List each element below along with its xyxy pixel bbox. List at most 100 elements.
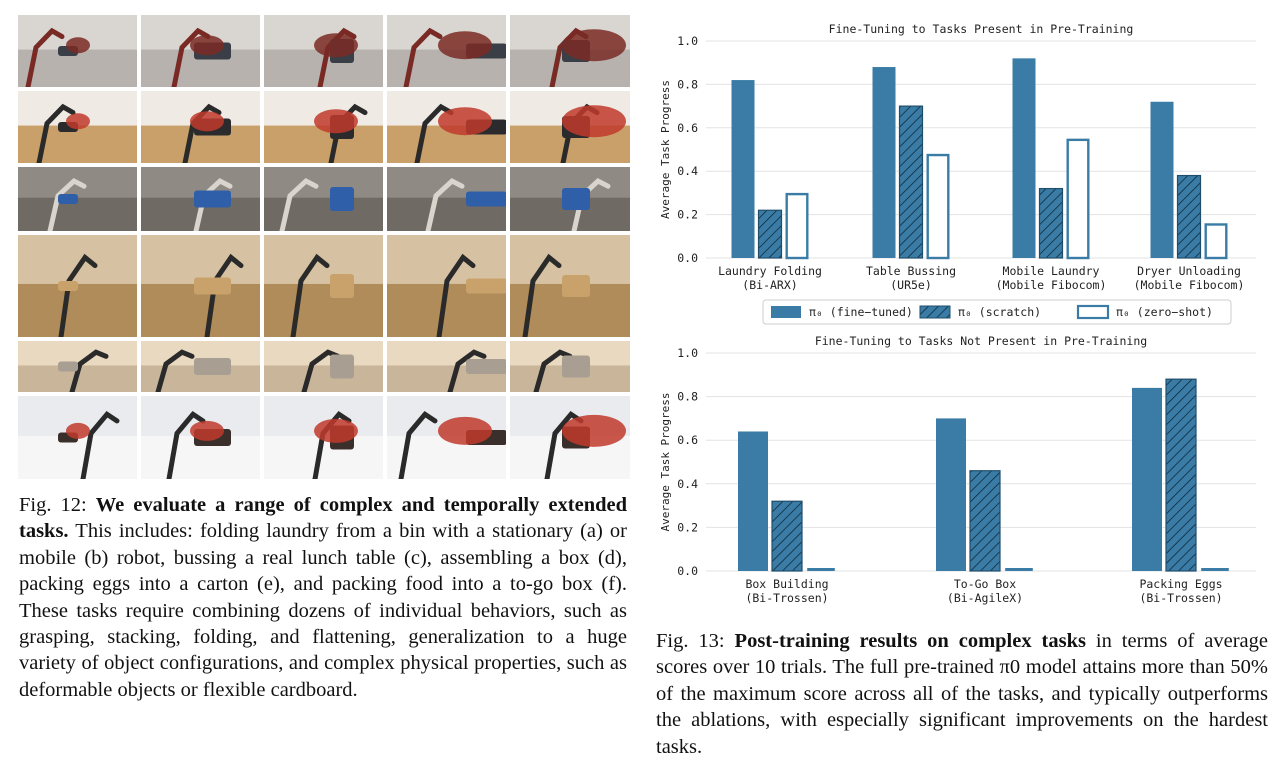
figure-12-caption: Fig. 12: We evaluate a range of complex … bbox=[19, 492, 627, 703]
fig12-body: This includes: folding laundry from a bi… bbox=[19, 520, 627, 701]
fig13-bold-lead: Post-training results on complex tasks bbox=[734, 630, 1086, 652]
bar bbox=[1005, 568, 1033, 571]
task-photo bbox=[18, 91, 137, 163]
bar bbox=[1204, 223, 1228, 260]
task-photo bbox=[141, 341, 260, 392]
y-tick-label: 0.0 bbox=[677, 564, 698, 578]
x-tick-label: Box Building bbox=[745, 577, 828, 591]
x-tick-label: (Bi-AgileX) bbox=[947, 591, 1023, 605]
task-photo bbox=[510, 396, 630, 479]
x-tick-label: (Bi-Trossen) bbox=[745, 591, 828, 605]
bar bbox=[1201, 568, 1229, 571]
y-tick-label: 1.0 bbox=[677, 346, 698, 360]
task-photo bbox=[387, 235, 506, 337]
task-photo bbox=[18, 235, 137, 337]
task-photo bbox=[510, 91, 630, 163]
task-photo bbox=[141, 396, 260, 479]
x-tick-label: Table Bussing bbox=[866, 264, 956, 278]
bar bbox=[1012, 58, 1036, 258]
fig12-label: Fig. 12: bbox=[19, 494, 87, 516]
y-tick-label: 0.2 bbox=[677, 520, 698, 534]
x-tick-label: Laundry Folding bbox=[718, 264, 822, 278]
task-photo bbox=[387, 15, 506, 87]
bar bbox=[936, 418, 966, 571]
chart-legend: π₀ (fine−tuned) π₀ (scratch) π₀ (zero−shot… bbox=[762, 299, 1232, 325]
x-tick-label: (UR5e) bbox=[890, 278, 932, 292]
task-photo bbox=[264, 341, 383, 392]
task-photo bbox=[510, 341, 630, 392]
task-photo-grid bbox=[18, 15, 630, 479]
task-photo bbox=[387, 341, 506, 392]
bar bbox=[1066, 138, 1090, 260]
y-tick-label: 0.0 bbox=[677, 251, 698, 265]
task-photo bbox=[141, 235, 260, 337]
bar bbox=[969, 470, 1001, 572]
task-photo bbox=[264, 396, 383, 479]
y-tick-label: 1.0 bbox=[677, 34, 698, 48]
y-tick-label: 0.4 bbox=[677, 164, 698, 178]
fig12-bold-lead: We evaluate a range of complex and tempo… bbox=[19, 494, 627, 543]
y-axis-label: Average Task Progress bbox=[659, 80, 672, 219]
task-photo bbox=[510, 15, 630, 87]
legend-swatch bbox=[771, 306, 801, 318]
x-tick-label: (Mobile Fibocom) bbox=[1134, 278, 1245, 292]
x-tick-label: Dryer Unloading bbox=[1137, 264, 1241, 278]
bar bbox=[1165, 378, 1197, 572]
legend-swatch bbox=[1076, 304, 1110, 320]
task-photo bbox=[18, 396, 137, 479]
legend-swatch bbox=[919, 305, 951, 319]
task-photo bbox=[18, 341, 137, 392]
legend-label: π₀ (fine−tuned) bbox=[809, 305, 913, 319]
bar bbox=[757, 209, 783, 259]
chart-title: Fine-Tuning to Tasks Present in Pre-Trai… bbox=[829, 22, 1134, 36]
bar bbox=[807, 568, 835, 571]
legend-label: π₀ (scratch) bbox=[958, 305, 1041, 319]
task-photo bbox=[264, 167, 383, 231]
y-tick-label: 0.4 bbox=[677, 477, 698, 491]
task-photo bbox=[387, 167, 506, 231]
legend-box bbox=[762, 299, 1232, 325]
x-tick-label: (Mobile Fibocom) bbox=[996, 278, 1107, 292]
bar bbox=[785, 192, 809, 260]
task-photo bbox=[264, 235, 383, 337]
bar bbox=[1038, 187, 1064, 259]
legend-label: π₀ (zero−shot) bbox=[1116, 305, 1213, 319]
bar-charts-figure: Fine-Tuning to Tasks Present in Pre-Trai… bbox=[659, 22, 1256, 605]
task-photo bbox=[510, 235, 630, 337]
task-photo bbox=[264, 15, 383, 87]
task-photo bbox=[141, 167, 260, 231]
bar bbox=[1150, 101, 1174, 258]
chart-not-present-in-pretraining: Fine-Tuning to Tasks Not Present in Pre-… bbox=[659, 334, 1256, 605]
bar bbox=[731, 80, 755, 258]
task-photo bbox=[387, 91, 506, 163]
bar bbox=[898, 105, 924, 259]
task-photo bbox=[510, 167, 630, 231]
task-photo bbox=[264, 91, 383, 163]
x-tick-label: (Bi-ARX) bbox=[742, 278, 797, 292]
fig13-body: in terms of average scores over 10 trial… bbox=[656, 630, 1268, 758]
x-tick-label: (Bi-Trossen) bbox=[1139, 591, 1222, 605]
y-tick-label: 0.2 bbox=[677, 208, 698, 222]
task-photo bbox=[387, 396, 506, 479]
bar bbox=[872, 67, 896, 258]
chart-title: Fine-Tuning to Tasks Not Present in Pre-… bbox=[815, 334, 1147, 348]
bar bbox=[738, 431, 768, 571]
x-tick-label: Packing Eggs bbox=[1139, 577, 1222, 591]
bar bbox=[926, 153, 950, 260]
task-photo bbox=[141, 91, 260, 163]
x-tick-label: Mobile Laundry bbox=[1003, 264, 1100, 278]
bar bbox=[1132, 387, 1162, 571]
figure-13-caption: Fig. 13: Post-training results on comple… bbox=[656, 628, 1268, 760]
y-tick-label: 0.8 bbox=[677, 77, 698, 91]
task-photo bbox=[141, 15, 260, 87]
y-tick-label: 0.6 bbox=[677, 121, 698, 135]
y-axis-label: Average Task Progress bbox=[659, 392, 672, 531]
task-photo bbox=[18, 167, 137, 231]
chart-present-in-pretraining: Fine-Tuning to Tasks Present in Pre-Trai… bbox=[659, 22, 1256, 292]
bar bbox=[1176, 174, 1202, 259]
x-tick-label: To-Go Box bbox=[954, 577, 1016, 591]
fig13-label: Fig. 13: bbox=[656, 630, 725, 652]
bar bbox=[771, 500, 803, 572]
y-tick-label: 0.6 bbox=[677, 433, 698, 447]
y-tick-label: 0.8 bbox=[677, 390, 698, 404]
